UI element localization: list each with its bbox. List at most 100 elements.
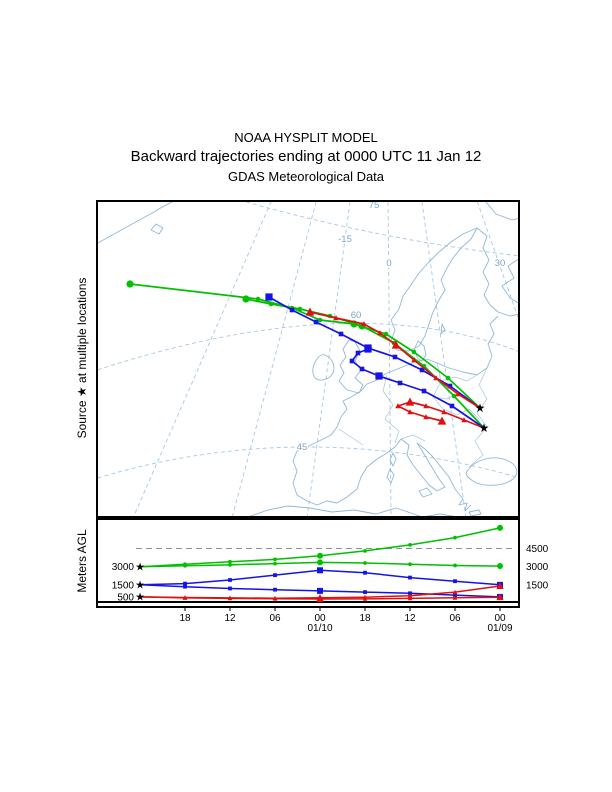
meridian--30-line — [232, 202, 317, 516]
x-tick-label: 06 — [269, 613, 281, 624]
height-profile-marker — [497, 563, 503, 570]
trajectory-marker — [255, 296, 261, 302]
trajectory-layer: ★★ — [126, 280, 489, 435]
height-profile-marker — [363, 549, 367, 553]
graticule-label: 0 — [386, 258, 391, 269]
island-sicily — [418, 487, 433, 498]
height-profile-marker — [453, 593, 457, 598]
height-profile-marker — [182, 595, 188, 600]
height-profile-marker — [453, 535, 457, 540]
meridian-15-line — [421, 202, 467, 516]
title-block: NOAA HYSPLIT MODEL Backward trajectories… — [0, 130, 612, 185]
trajectory-marker — [126, 280, 134, 288]
date-label: 01/10 — [307, 623, 332, 634]
x-tick-label: 12 — [224, 613, 236, 624]
trajectory-marker — [423, 403, 429, 409]
island-iceland — [150, 223, 164, 235]
coastline-western-europe-iberia — [292, 358, 428, 506]
right-axis-label: 3000 — [526, 562, 549, 573]
meridian--15-line — [306, 202, 351, 516]
coastline-italy — [400, 438, 446, 492]
trajectory-marker — [242, 295, 250, 303]
latitude-45-line — [98, 446, 518, 479]
right-axis-label: 1500 — [526, 580, 549, 591]
trajectory-marker — [411, 349, 417, 355]
profile-border — [96, 518, 520, 608]
height-profile-marker — [407, 596, 413, 601]
profile-y-axis-label: Meters AGL — [75, 529, 89, 593]
map-y-axis-label: Source ★ at multiple locations — [75, 277, 89, 439]
left-axis-label: 1500 — [112, 580, 135, 591]
height-profile-marker — [273, 573, 277, 578]
trajectory-marker — [411, 357, 417, 363]
height-profile-marker — [452, 595, 458, 600]
trajectory-marker — [451, 393, 457, 399]
country-border — [382, 374, 400, 444]
trajectory-marker — [338, 331, 344, 337]
country-border — [338, 428, 364, 446]
trajectory-marker — [268, 301, 274, 307]
height-profile-marker — [317, 552, 323, 559]
meridian--45-line — [133, 202, 272, 516]
height-profile-marker — [228, 586, 232, 591]
height-profile-marker — [363, 570, 367, 575]
x-tick-label: 00 — [494, 613, 506, 624]
x-tick-label: 18 — [359, 613, 371, 624]
graticule-label: 30 — [495, 258, 506, 269]
height-profile-marker — [228, 562, 232, 567]
coastline-white-sea — [501, 258, 518, 304]
height-profile-marker — [407, 593, 413, 598]
height-profile-marker — [408, 575, 412, 580]
graticule-label: 45 — [297, 442, 308, 453]
country-border — [400, 434, 426, 442]
left-axis-label: 3000 — [112, 562, 135, 573]
height-profile-marker — [452, 589, 458, 594]
trajectory-marker — [455, 391, 461, 397]
height-profile-marker — [317, 559, 323, 566]
trajectory-marker — [317, 317, 323, 323]
date-label: 01/09 — [487, 623, 512, 634]
x-tick-label: 12 — [404, 613, 416, 624]
right-axis-label: 4500 — [526, 544, 549, 555]
x-tick-label: 00 — [314, 613, 326, 624]
height-profile-marker — [227, 596, 233, 601]
trajectory-marker — [355, 350, 361, 356]
height-profile-marker — [183, 581, 187, 586]
profile-source-star-icon: ★ — [135, 591, 145, 604]
trajectory-marker — [289, 307, 295, 313]
height-profile-marker — [316, 595, 324, 603]
height-profile-marker — [408, 591, 412, 596]
height-profile-marker — [363, 561, 367, 565]
height-profile-marker — [317, 567, 323, 574]
island-corsica — [389, 452, 397, 467]
coastline-arctic — [485, 202, 518, 221]
height-profile-marker — [273, 557, 277, 562]
height-profile-marker — [363, 590, 367, 594]
profile-source-star-icon: ★ — [135, 579, 145, 592]
graticule — [98, 202, 518, 516]
trajectory-marker — [419, 367, 425, 373]
coastline-balkans-greece — [416, 442, 472, 512]
height-profile-marker — [228, 578, 232, 582]
height-profile-marker — [453, 579, 457, 584]
graticule-labels: 75 -15 0 30 60 45 — [295, 202, 507, 455]
model-title: NOAA HYSPLIT MODEL — [234, 130, 378, 145]
trajectory-marker — [423, 414, 429, 420]
trajectory-marker — [383, 331, 389, 337]
graticule-label: 60 — [351, 310, 362, 321]
island-sardinia — [386, 468, 395, 484]
latitude-75-line — [245, 202, 518, 257]
trajectory-marker — [407, 409, 413, 415]
trajectory-marker — [359, 366, 365, 372]
trajectory-line-source-1-3000m — [129, 283, 481, 409]
trajectory-marker — [349, 358, 355, 364]
height-profile-marker — [408, 542, 412, 547]
x-tick-label: 18 — [179, 613, 191, 624]
height-profile-marker — [496, 582, 504, 590]
trajectory-marker — [391, 340, 401, 349]
height-profile-marker — [273, 587, 277, 592]
latitude-60-line — [98, 322, 518, 371]
